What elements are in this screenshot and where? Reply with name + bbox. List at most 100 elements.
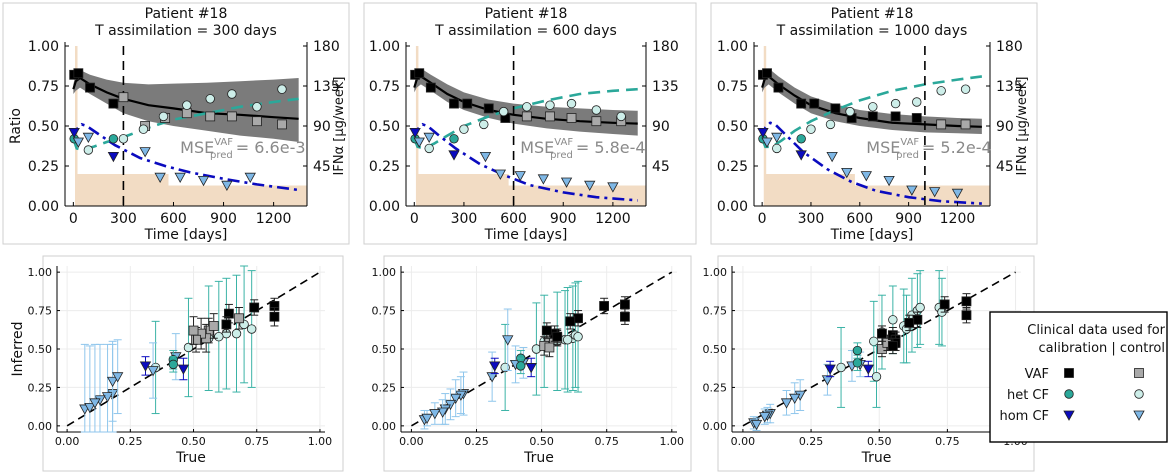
y-tick-label: 0.75	[717, 79, 748, 95]
het-control-point	[772, 143, 782, 154]
y2-tick-label: 90	[652, 119, 670, 135]
y-axis-label: Inferred	[10, 321, 26, 376]
inferred-vs-true-panel-1: 0.00 0.25 0.50 0.75 1.00 0.00 0.25 0.50 0.75 1.00…	[10, 255, 344, 472]
mse-annotation: MSEVAF pred = 5.8e-4	[520, 137, 645, 161]
het-control-point	[566, 98, 577, 109]
vaf-calib-point	[462, 98, 473, 109]
het-control-point	[825, 119, 836, 130]
x-tick-label: 1.00	[660, 435, 685, 448]
hom-control-point	[154, 172, 166, 184]
vaf-calib-point	[221, 319, 232, 330]
hom-cf-fit-line	[72, 122, 299, 192]
het-control-point	[182, 100, 192, 110]
hom-control-point	[761, 137, 773, 148]
het-control-point	[936, 86, 946, 96]
het-calib-point	[168, 359, 179, 370]
y-axis-label: Ratio	[8, 108, 24, 144]
hom-calib-point	[757, 128, 769, 139]
hom-control-point	[106, 376, 119, 388]
y-tick-label: 0.75	[28, 79, 59, 95]
hom-control-point	[436, 407, 449, 418]
y2-tick-label: 90	[996, 119, 1014, 135]
het-control-point	[545, 100, 555, 110]
x-tick-label: 0.25	[118, 435, 143, 448]
het-control-point	[868, 102, 878, 112]
vaf-calib-point	[939, 299, 950, 310]
x-tick-label: 0.75	[935, 435, 960, 448]
het-control-point	[479, 119, 489, 130]
hom-control-point	[82, 132, 95, 144]
vaf-calib-point	[620, 299, 630, 310]
y-tick-label: 0.75	[28, 305, 53, 318]
y-tick-label: 0.50	[28, 343, 53, 356]
y-tick-label: 0.50	[372, 343, 397, 356]
vaf-control-point	[226, 111, 237, 122]
het-control-point	[252, 102, 262, 112]
y-tick-label: 0.25	[372, 381, 397, 394]
hom-calib-point	[795, 150, 807, 161]
identity-line	[66, 271, 321, 427]
hom-control-point	[759, 412, 771, 423]
x-axis-label: True	[175, 450, 206, 466]
vaf-calib-point	[449, 98, 459, 109]
hom-calib-point	[824, 364, 836, 375]
hom-control-point	[413, 137, 425, 148]
hom-calib-point	[525, 363, 537, 374]
legend-title-line1: Clinical data used for	[1027, 323, 1165, 338]
vaf-uncertainty-band	[762, 68, 982, 134]
vaf-calib-point	[912, 314, 923, 325]
time-course-panel-1: 0 300 600 900 1200 0.00 0.25 0.50 0.75 1.00 45 90 13…	[2, 2, 350, 245]
x-tick-label: 0.25	[799, 435, 824, 448]
hom-calib-point	[448, 150, 460, 161]
ifn-dose-area	[414, 46, 646, 206]
y-tick-label: 0.75	[372, 305, 397, 318]
legend-calibration-marker	[1064, 368, 1074, 378]
vaf-calib-point	[620, 311, 630, 322]
x-tick-label: 1200	[595, 211, 631, 227]
x-tick-label: 1200	[940, 211, 976, 227]
hom-control-point	[607, 182, 619, 193]
hom-control-point	[906, 185, 918, 196]
het-control-point	[83, 145, 94, 155]
x-tick-label: 300	[451, 211, 478, 227]
hom-control-point	[826, 152, 838, 163]
y-tick-label: 0.00	[703, 420, 728, 433]
y-tick-label: 1.00	[369, 39, 400, 55]
legend-calibration-marker	[1063, 410, 1075, 421]
legend-calibration-marker	[1064, 389, 1074, 399]
hom-control-point	[750, 419, 763, 431]
time-course-panel-3: 0 300 600 900 1200 0.00 0.25 0.50 0.75 1.00 45 90 13…	[710, 2, 1038, 245]
y-tick-label: 0.50	[369, 119, 400, 135]
het-control-point	[960, 84, 971, 94]
vaf-calib-point	[961, 310, 972, 321]
vaf-calib-point	[961, 296, 972, 307]
het-control-point	[424, 143, 434, 154]
hom-control-point	[537, 174, 550, 185]
hom-calib-point	[68, 128, 80, 139]
panel-title: Patient #18	[831, 6, 914, 22]
vaf-calib-point	[483, 103, 494, 114]
vaf-control-point	[118, 92, 129, 103]
hom-calib-point	[177, 364, 190, 375]
hom-control-point	[479, 152, 492, 163]
x-tick-label: 0	[69, 211, 78, 227]
hom-control-point	[423, 132, 435, 144]
vaf-calib-point	[552, 331, 563, 342]
x-axis-label: Time [days]	[484, 227, 568, 243]
x-tick-label: 600	[160, 211, 187, 227]
vaf-calib-point	[911, 113, 922, 123]
x-tick-label: 900	[210, 211, 237, 227]
y2-tick-label: 45	[313, 159, 331, 175]
x-tick-label: 0.50	[529, 435, 554, 448]
vaf-calib-point	[565, 316, 576, 327]
hom-control-point	[560, 177, 573, 188]
het-control-point	[522, 102, 532, 112]
het-calib-point	[449, 134, 459, 144]
vaf-calib-point	[890, 111, 901, 122]
hom-calib-point	[139, 361, 152, 372]
het-control-point	[227, 89, 237, 99]
legend-control-marker	[1133, 410, 1145, 421]
het-control-point	[591, 105, 602, 115]
y2-tick-label: 135	[313, 79, 340, 95]
